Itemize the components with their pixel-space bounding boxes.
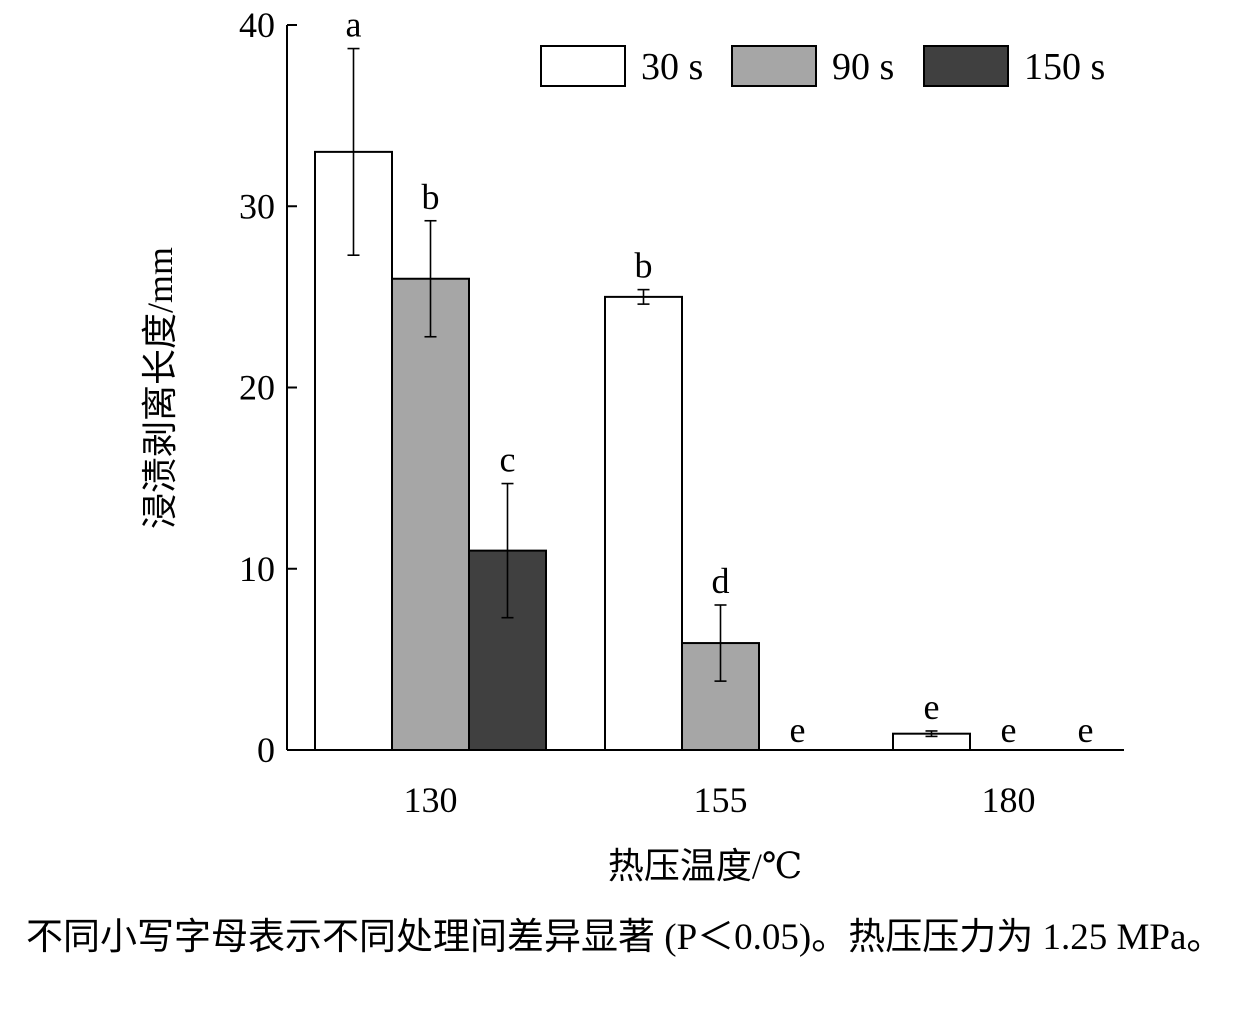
legend-swatch [923,45,1009,87]
legend-label: 150 s [1024,46,1105,88]
y-tick-label: 10 [239,549,275,589]
significance-label: e [1001,710,1017,750]
legend: 30 s 90 s 150 s [540,45,1105,88]
bar [391,277,470,751]
significance-letters: a b e b d e c e e [346,5,1094,750]
x-tick-label: 130 [404,780,458,820]
y-axis-title: 浸渍剥离长度/mm [140,247,180,529]
legend-swatch [540,45,626,87]
significance-label: b [635,246,653,286]
significance-label: c [500,440,516,480]
significance-label: b [422,177,440,217]
x-tick-label: 155 [694,780,748,820]
significance-label: e [790,710,806,750]
error-bars [347,47,938,738]
bar-chart: 0 10 20 30 40 130 155 180 a b e b d e c e e 30 s 90 s 15… [140,5,1124,886]
y-axis: 0 10 20 30 40 [239,5,297,770]
bars [314,150,971,751]
figure-caption: 不同小写字母表示不同处理间差异显著 (P＜0.05)。热压压力为 1.25 MP… [26,917,1224,958]
x-axis: 130 155 180 [287,749,1124,820]
significance-label: e [924,687,940,727]
legend-label: 30 s [641,46,703,88]
significance-label: a [346,5,362,45]
significance-label: e [1078,710,1094,750]
y-tick-label: 0 [257,730,275,770]
significance-label: d [712,561,730,601]
legend-label: 90 s [832,46,894,88]
bar [468,549,547,751]
y-tick-label: 30 [239,186,275,226]
y-tick-label: 40 [239,5,275,45]
x-axis-title: 热压温度/℃ [608,846,802,886]
bar [604,295,683,751]
legend-swatch [731,45,817,87]
y-tick-label: 20 [239,368,275,408]
x-tick-label: 180 [982,780,1036,820]
